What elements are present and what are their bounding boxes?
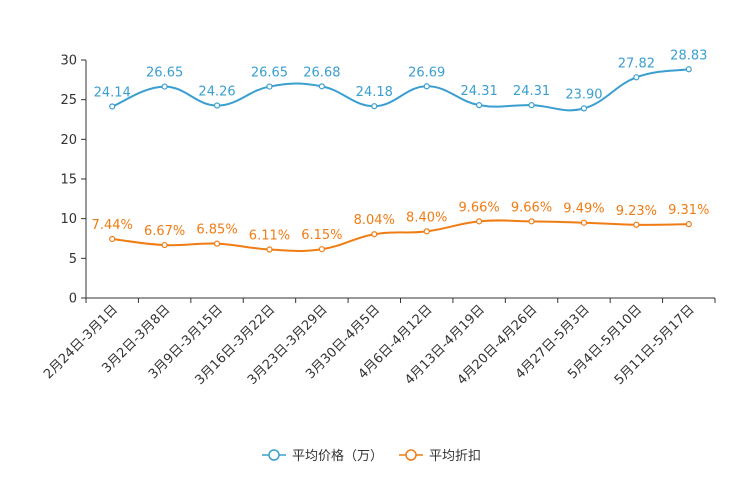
data-label: 9.49%	[563, 202, 604, 217]
y-tick-label: 15	[60, 173, 77, 188]
legend[interactable]: 平均价格（万） 平均折扣	[262, 448, 481, 464]
legend-marker-icon	[268, 449, 280, 461]
data-label: 6.67%	[144, 224, 185, 239]
data-point	[109, 235, 116, 243]
legend-label: 平均折扣	[429, 449, 481, 464]
data-point	[476, 218, 483, 225]
y-tick-label: 0	[69, 292, 77, 307]
data-label: 24.31	[513, 84, 550, 99]
y-tick-label: 5	[69, 252, 77, 267]
data-point	[161, 241, 168, 249]
data-point	[371, 231, 378, 238]
data-label: 24.14	[94, 85, 131, 100]
data-point	[685, 66, 692, 73]
data-label: 24.18	[356, 85, 393, 100]
y-tick-label: 20	[60, 133, 77, 148]
data-label: 23.90	[565, 87, 602, 102]
data-label: 27.82	[618, 56, 655, 71]
data-label: 9.66%	[458, 200, 499, 215]
data-point	[528, 102, 535, 109]
x-axis: 2月24日-3月1日3月2日-3月8日3月9日-3月15日3月16日-3月22日…	[41, 297, 716, 388]
data-label: 26.68	[303, 65, 340, 80]
data-point	[318, 246, 325, 253]
data-label: 6.85%	[196, 223, 237, 238]
data-point	[685, 221, 692, 228]
y-tick-label: 10	[60, 212, 77, 227]
data-label: 26.69	[408, 65, 445, 80]
data-point	[528, 218, 535, 225]
data-label: 28.83	[670, 48, 707, 63]
series-line	[112, 219, 689, 252]
data-point	[476, 102, 483, 109]
data-point	[423, 83, 430, 90]
y-axis: 0 5 10 15 20 25 30	[60, 54, 87, 307]
y-tick-label: 25	[60, 93, 77, 108]
series-layer: 24.14 26.65 24.26 26.65 26.68 24.18 26.69 24.31…	[92, 48, 709, 253]
data-point	[266, 246, 273, 253]
data-point	[633, 74, 640, 81]
data-label: 9.66%	[511, 200, 552, 215]
data-point	[266, 83, 273, 90]
series-2: 7.44% 6.67% 6.85% 6.11% 6.15% 8.04% 8.40% 9.66%…	[92, 200, 709, 253]
legend-item-1[interactable]: 平均价格（万）	[262, 448, 383, 464]
data-label: 6.15%	[301, 228, 342, 243]
series-1: 24.14 26.65 24.26 26.65 26.68 24.18 26.69 24.31…	[94, 48, 707, 112]
data-label: 8.04%	[354, 213, 395, 228]
data-label: 24.31	[461, 84, 498, 99]
y-tick-label: 30	[60, 54, 77, 69]
data-point	[318, 83, 325, 90]
data-label: 9.23%	[616, 204, 657, 219]
data-label: 6.11%	[249, 229, 290, 244]
data-point	[423, 228, 430, 235]
data-label: 26.65	[251, 66, 288, 81]
data-point	[161, 83, 168, 90]
data-point	[580, 105, 588, 112]
data-point	[213, 102, 221, 109]
data-label: 9.31%	[668, 203, 709, 218]
data-label: 26.65	[146, 66, 183, 81]
data-point	[109, 103, 116, 110]
data-label: 8.40%	[406, 210, 447, 225]
data-point	[371, 103, 378, 110]
legend-label: 平均价格（万）	[292, 448, 383, 464]
legend-marker-icon	[405, 449, 417, 461]
data-label: 24.26	[198, 85, 235, 100]
data-label: 7.44%	[92, 218, 133, 233]
data-point	[633, 221, 640, 228]
data-point	[580, 219, 588, 226]
legend-item-2[interactable]: 平均折扣	[399, 449, 481, 464]
data-point	[213, 240, 221, 247]
